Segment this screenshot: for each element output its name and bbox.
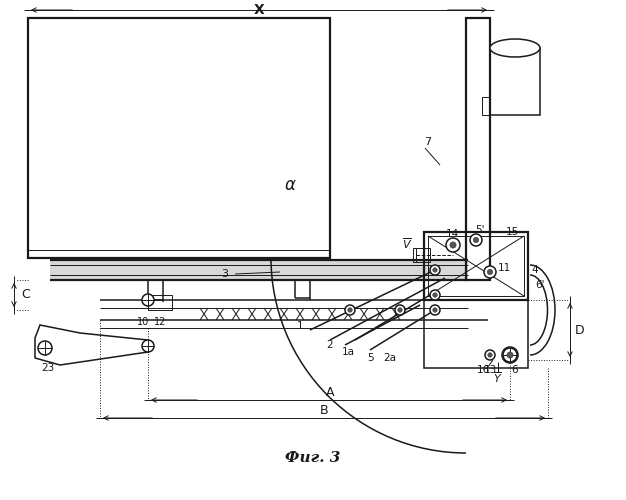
Bar <box>466 18 490 280</box>
Bar <box>424 300 528 368</box>
Circle shape <box>503 348 517 362</box>
Bar <box>424 232 528 300</box>
Circle shape <box>446 238 460 252</box>
Bar <box>50 260 468 280</box>
Text: A: A <box>326 386 334 398</box>
Text: 2a: 2a <box>384 353 396 363</box>
Text: B: B <box>320 404 328 416</box>
Circle shape <box>395 305 405 315</box>
Text: 5: 5 <box>367 353 373 363</box>
Text: 4: 4 <box>531 265 538 275</box>
Text: 6: 6 <box>511 365 518 375</box>
Bar <box>490 48 540 115</box>
Text: 13: 13 <box>483 365 496 375</box>
Circle shape <box>470 234 482 246</box>
Circle shape <box>348 308 352 312</box>
Text: 5': 5' <box>475 225 485 235</box>
Text: 2: 2 <box>327 340 333 350</box>
Text: 15: 15 <box>505 227 518 237</box>
Text: C: C <box>22 288 31 302</box>
Text: 11: 11 <box>498 263 511 273</box>
Circle shape <box>433 308 437 312</box>
Circle shape <box>433 292 437 297</box>
Text: D: D <box>575 324 585 336</box>
Bar <box>148 295 172 310</box>
Circle shape <box>430 290 440 300</box>
Circle shape <box>488 353 492 357</box>
Text: 23: 23 <box>41 363 54 373</box>
Circle shape <box>450 242 456 248</box>
Circle shape <box>430 265 440 275</box>
Circle shape <box>484 266 496 278</box>
Circle shape <box>345 305 355 315</box>
Circle shape <box>430 305 440 315</box>
Bar <box>482 97 490 115</box>
Text: 10: 10 <box>137 317 149 327</box>
Text: 7: 7 <box>424 137 431 147</box>
Ellipse shape <box>490 39 540 57</box>
Text: 14: 14 <box>445 229 459 239</box>
Bar <box>413 248 430 262</box>
Text: X: X <box>254 3 264 17</box>
Text: Фиг. 3: Фиг. 3 <box>285 451 341 465</box>
Bar <box>428 236 524 296</box>
Circle shape <box>473 238 479 242</box>
Text: 1: 1 <box>297 321 304 331</box>
Text: 3: 3 <box>222 269 228 279</box>
Text: 12: 12 <box>154 317 166 327</box>
Text: $\alpha$: $\alpha$ <box>284 176 296 194</box>
Circle shape <box>142 340 154 352</box>
Text: 6': 6' <box>535 280 545 290</box>
Circle shape <box>38 341 52 355</box>
Circle shape <box>507 352 513 358</box>
Text: $\overline{V}$: $\overline{V}$ <box>402 236 412 252</box>
Circle shape <box>502 347 518 363</box>
Text: $\overline{Y}$: $\overline{Y}$ <box>493 370 503 386</box>
Circle shape <box>485 350 495 360</box>
Text: 16: 16 <box>476 365 490 375</box>
Circle shape <box>487 270 493 274</box>
Text: 1a: 1a <box>342 347 354 357</box>
Circle shape <box>398 308 403 312</box>
Bar <box>28 18 330 258</box>
Circle shape <box>142 294 154 306</box>
Circle shape <box>433 268 437 272</box>
